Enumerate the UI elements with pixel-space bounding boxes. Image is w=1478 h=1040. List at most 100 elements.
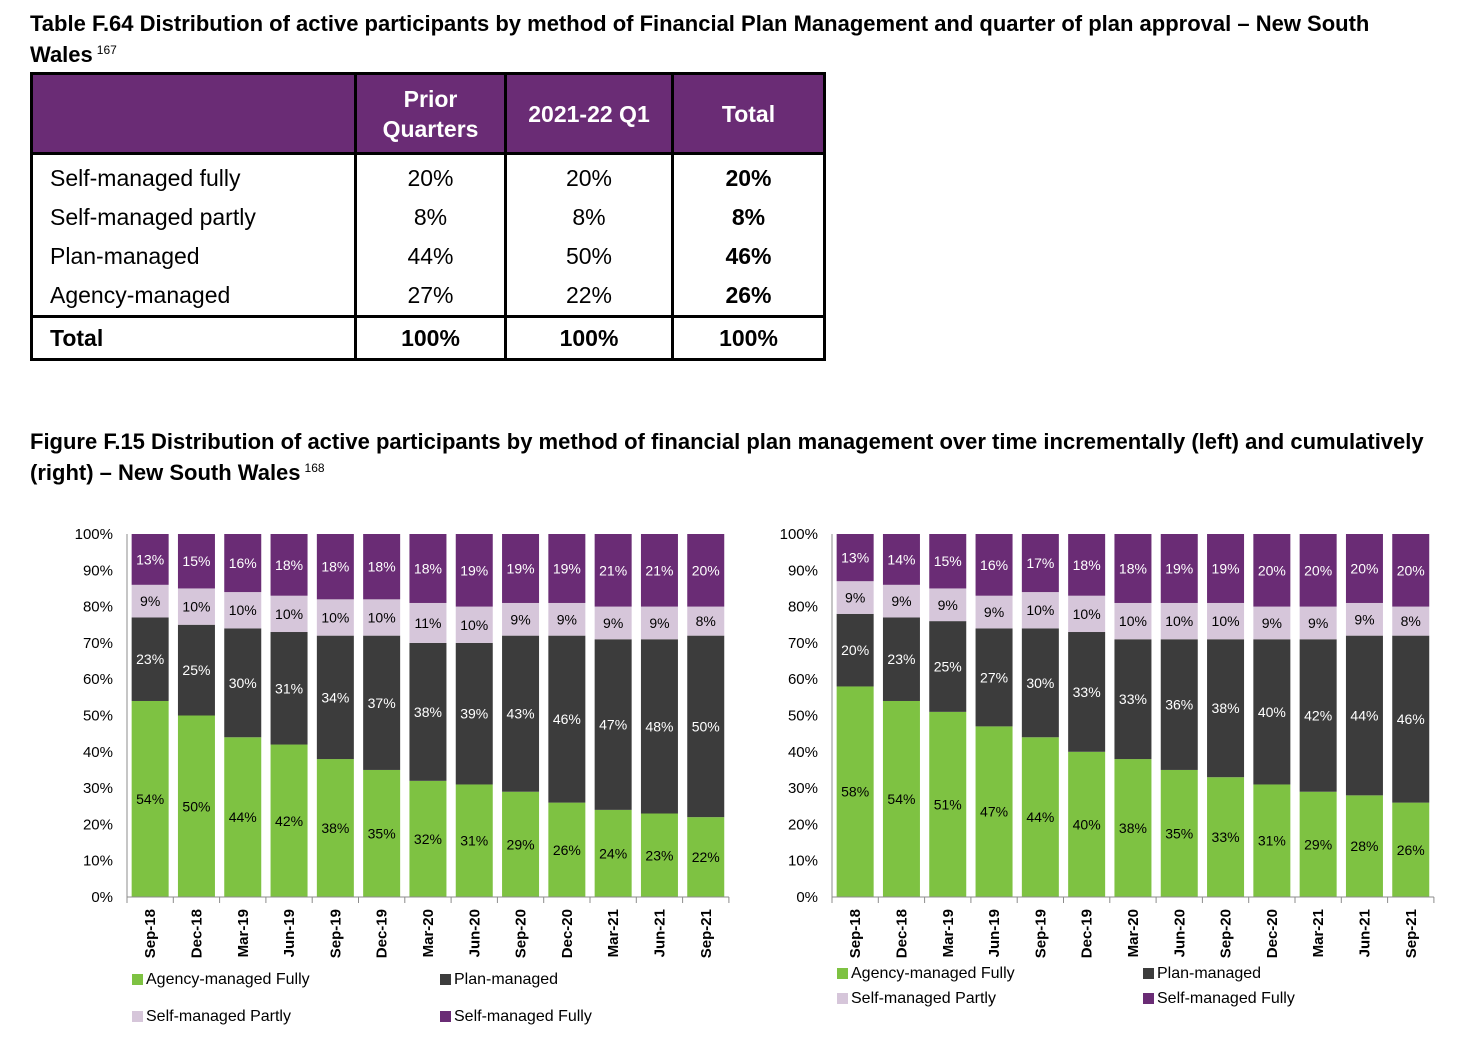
data-label: 42%	[1304, 708, 1332, 724]
bar-segment	[1021, 628, 1059, 738]
x-tick-label: Dec-20	[559, 909, 576, 958]
data-label: 43%	[507, 706, 535, 722]
x-tick-label: Mar-20	[420, 909, 437, 957]
legend-label: Agency-managed Fully	[851, 965, 1015, 982]
x-tick-label: Sep-18	[847, 909, 864, 958]
data-label: 19%	[1212, 560, 1240, 576]
cell-total: 26%	[671, 276, 826, 317]
bar-segment	[1345, 635, 1383, 796]
bar-segment	[975, 595, 1013, 629]
y-tick-label: 40%	[788, 744, 818, 761]
x-tick-label: Sep-21	[698, 909, 715, 958]
data-label: 35%	[1165, 825, 1193, 841]
x-tick-label: Dec-20	[1264, 909, 1281, 958]
bar-segment	[1299, 534, 1337, 607]
data-label: 14%	[887, 551, 915, 567]
bar-segment	[1253, 784, 1291, 897]
x-tick-label: Sep-21	[1403, 909, 1420, 958]
bar-segment	[502, 602, 540, 636]
data-label: 10%	[321, 609, 349, 625]
data-label: 35%	[368, 825, 396, 841]
cell-total: 8%	[671, 198, 826, 237]
y-tick-label: 30%	[788, 780, 818, 797]
data-label: 9%	[1354, 611, 1374, 627]
legend-swatch	[837, 993, 848, 1004]
x-tick-label: Jun-21	[651, 909, 668, 957]
bar-segment	[131, 617, 169, 701]
legend-label: Self-managed Partly	[146, 1008, 291, 1025]
cell-total: 46%	[671, 237, 826, 276]
x-tick-label: Sep-20	[513, 909, 530, 958]
y-tick-label: 60%	[83, 671, 113, 688]
x-tick-label: Mar-19	[235, 909, 252, 957]
y-tick-label: 50%	[788, 708, 818, 725]
bar-segment	[177, 588, 215, 625]
bar-segment	[270, 744, 308, 897]
bar-segment	[455, 606, 493, 643]
data-label: 36%	[1165, 697, 1193, 713]
y-tick-label: 0%	[91, 889, 113, 906]
bar-segment	[224, 628, 262, 738]
data-label: 10%	[275, 606, 303, 622]
data-label: 40%	[1258, 704, 1286, 720]
bar-segment	[1160, 534, 1198, 603]
bar-segment	[836, 686, 874, 897]
bar-segment	[224, 534, 262, 593]
y-tick-label: 20%	[788, 816, 818, 833]
data-label: 10%	[1073, 606, 1101, 622]
bar-segment	[1114, 639, 1152, 760]
data-label: 20%	[692, 562, 720, 578]
bar-segment	[836, 613, 874, 687]
x-tick-label: Sep-19	[327, 909, 344, 958]
data-label: 44%	[1026, 809, 1054, 825]
bar-segment	[548, 635, 586, 803]
bar-segment	[640, 813, 678, 897]
data-label: 46%	[1397, 711, 1425, 727]
bar-segment	[363, 635, 401, 770]
bar-segment	[640, 639, 678, 814]
data-label: 23%	[645, 847, 673, 863]
bar-segment	[594, 639, 632, 810]
x-tick-label: Dec-19	[374, 909, 391, 958]
data-label: 38%	[1212, 700, 1240, 716]
data-label: 47%	[599, 717, 627, 733]
bar-segment	[1114, 602, 1152, 640]
table-row: Self-managed partly 8% 8% 8%	[30, 198, 826, 237]
table-footnote: 167	[96, 43, 117, 57]
bar-segment	[1345, 602, 1383, 636]
row-label: Plan-managed	[30, 237, 357, 276]
y-tick-label: 90%	[788, 562, 818, 579]
data-label: 48%	[645, 718, 673, 734]
data-label: 20%	[1350, 560, 1378, 576]
data-label: 50%	[692, 718, 720, 734]
bar-segment	[1207, 534, 1245, 603]
legend-swatch	[1143, 968, 1154, 979]
y-tick-label: 80%	[83, 599, 113, 616]
bar-segment	[177, 624, 215, 716]
data-label: 16%	[980, 557, 1008, 573]
bar-segment	[1068, 751, 1106, 897]
data-label: 18%	[1119, 560, 1147, 576]
bar-segment	[270, 534, 308, 596]
bar-segment	[177, 534, 215, 589]
x-tick-label: Dec-19	[1079, 909, 1096, 958]
data-label: 39%	[460, 706, 488, 722]
bar-segment	[929, 621, 967, 712]
total-label: Total	[30, 315, 357, 360]
data-label: 16%	[229, 555, 257, 571]
header-blank	[30, 72, 357, 155]
data-label: 54%	[136, 791, 164, 807]
bar-segment	[836, 581, 874, 614]
data-label: 10%	[229, 602, 257, 618]
data-label: 40%	[1073, 816, 1101, 832]
data-label: 9%	[557, 611, 577, 627]
data-label: 10%	[460, 617, 488, 633]
bar-segment	[363, 599, 401, 636]
y-tick-label: 30%	[83, 780, 113, 797]
bar-segment	[882, 584, 920, 618]
data-label: 33%	[1212, 829, 1240, 845]
bar-segment	[975, 534, 1013, 596]
y-tick-label: 80%	[788, 599, 818, 616]
data-label: 38%	[414, 704, 442, 720]
data-label: 8%	[1401, 613, 1421, 629]
